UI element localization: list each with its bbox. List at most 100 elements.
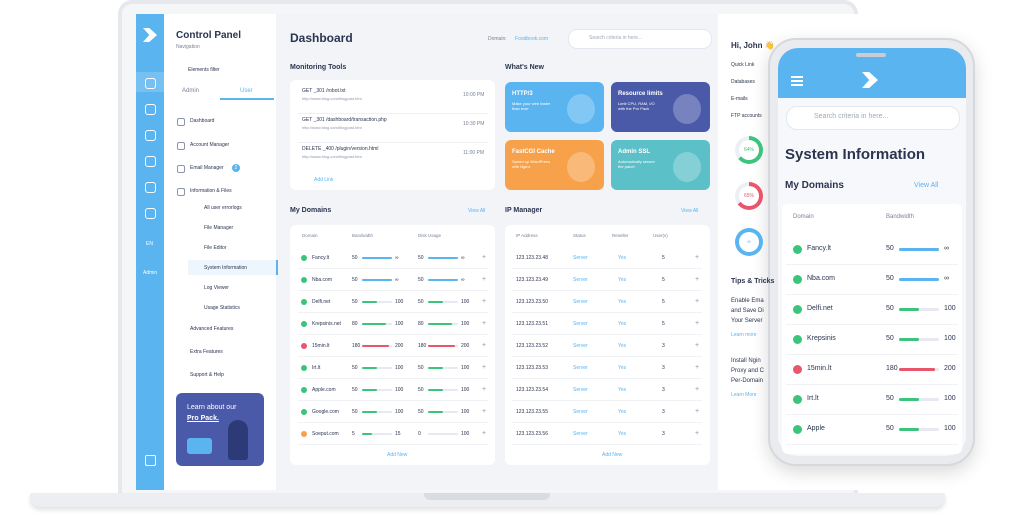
row-add[interactable]: + — [695, 320, 700, 327]
disk-max: 100 — [461, 387, 470, 393]
rail-icon[interactable] — [145, 78, 156, 89]
gauge-hole — [739, 232, 759, 252]
domain-name[interactable]: Google.com — [312, 409, 339, 415]
menu-item[interactable]: Dashboard — [190, 118, 215, 124]
news-card[interactable] — [505, 82, 604, 132]
domain-name[interactable]: Krepsinis.net — [312, 321, 341, 327]
request-url: http://www.blog.com/blogpost.htm — [302, 125, 362, 130]
row-add[interactable]: + — [695, 430, 700, 437]
quick-link[interactable]: E-mails — [731, 96, 748, 102]
ip-users: 3 — [662, 365, 665, 371]
quick-link[interactable]: FTP accounts — [731, 113, 762, 119]
domain-name[interactable]: 15min.lt — [312, 343, 330, 349]
disk-value: 50 — [418, 255, 424, 261]
row-add[interactable]: + — [695, 364, 700, 371]
row-add[interactable]: + — [695, 408, 700, 415]
row-add[interactable]: + — [695, 342, 700, 349]
quick-link[interactable]: Quick Link — [731, 62, 755, 68]
row-add[interactable]: + — [695, 298, 700, 305]
tip-text: Per-Domain — [731, 378, 764, 384]
row-add[interactable]: + — [482, 298, 487, 305]
ip-reseller: Yes — [618, 431, 627, 437]
domain-name[interactable]: Apple.com — [312, 387, 336, 393]
row-add[interactable]: + — [482, 430, 487, 437]
menu-item[interactable]: Information & Files — [190, 188, 232, 194]
menu-item[interactable]: Extra Features — [190, 349, 223, 355]
divider — [512, 444, 702, 445]
tab[interactable]: User — [240, 88, 253, 94]
news-title: Resource limits — [618, 91, 663, 97]
domain-name[interactable]: Fancy.lt — [807, 245, 831, 252]
menu-item[interactable]: Email Manager — [190, 165, 224, 171]
row-add[interactable]: + — [482, 276, 487, 283]
row-add[interactable]: + — [482, 386, 487, 393]
submenu-item[interactable]: All user errorlogs — [204, 205, 242, 211]
news-card[interactable] — [611, 140, 710, 190]
rail-icon[interactable] — [145, 156, 156, 167]
rail-logout[interactable] — [145, 455, 156, 466]
rail-role[interactable]: Admin — [143, 270, 158, 276]
disk-value: 50 — [418, 277, 424, 283]
submenu-item[interactable]: System Information — [204, 265, 248, 271]
submenu-item[interactable]: File Manager — [204, 225, 234, 231]
domain-name[interactable]: Apple — [807, 425, 825, 432]
news-card[interactable] — [505, 140, 604, 190]
domain-name[interactable]: Irt.lt — [312, 365, 321, 371]
domain-name[interactable]: Nba.com — [807, 275, 836, 282]
bar-fill — [428, 301, 443, 303]
tip-link[interactable]: Learn more — [731, 332, 757, 338]
menu-item[interactable]: Account Manager — [190, 142, 230, 148]
domain-name[interactable]: 15min.lt — [807, 365, 832, 372]
phone-view-all[interactable]: View All — [914, 182, 939, 189]
submenu-item[interactable]: File Editor — [204, 245, 227, 251]
tab[interactable]: Admin — [182, 88, 200, 94]
menu-item[interactable]: Advanced Features — [190, 326, 234, 332]
add-link[interactable]: Add Link — [314, 177, 334, 183]
search-box[interactable] — [568, 29, 712, 49]
news-illustration — [567, 94, 595, 124]
ip-users: 5 — [662, 299, 665, 305]
add-new[interactable]: Add New — [602, 452, 623, 458]
rail-icon[interactable] — [145, 182, 156, 193]
bar-track — [428, 389, 458, 391]
bar-track — [899, 338, 939, 341]
rail-icon[interactable] — [145, 104, 156, 115]
phone-title: System Information — [785, 146, 926, 163]
domain-name[interactable]: Soeput.com — [312, 431, 339, 437]
domain-name[interactable]: Delfi.net — [807, 305, 833, 312]
ip-reseller: Yes — [618, 277, 627, 283]
row-add[interactable]: + — [482, 320, 487, 327]
row-add[interactable]: + — [695, 386, 700, 393]
bandwidth-max: ∞ — [944, 245, 949, 252]
row-add[interactable]: + — [695, 276, 700, 283]
row-add[interactable]: + — [482, 364, 487, 371]
tip-link[interactable]: Learn More — [731, 392, 757, 398]
domain-name[interactable]: Krepsinis — [807, 335, 836, 342]
news-card[interactable] — [611, 82, 710, 132]
row-add[interactable]: + — [482, 342, 487, 349]
status-dot — [793, 425, 802, 434]
row-add[interactable]: + — [695, 254, 700, 261]
submenu-item[interactable]: Usage Statistics — [204, 305, 240, 311]
menu-item[interactable]: Support & Help — [190, 372, 224, 378]
domain-select[interactable]: Foodbook.com — [515, 36, 549, 42]
add-new[interactable]: Add New — [387, 452, 408, 458]
rail-icon[interactable] — [145, 208, 156, 219]
domain-name[interactable]: Nba.com — [312, 277, 333, 283]
phone-search[interactable] — [786, 106, 960, 130]
view-all[interactable]: View All — [681, 208, 699, 214]
submenu-item[interactable]: Log Viewer — [204, 285, 229, 291]
ip-users: 3 — [662, 343, 665, 349]
filter[interactable]: Elements filter — [188, 67, 220, 73]
rail-icon[interactable] — [145, 130, 156, 141]
bandwidth-max: 100 — [395, 321, 404, 327]
promo-link[interactable]: Pro Pack. — [187, 415, 219, 422]
row-add[interactable]: + — [482, 408, 487, 415]
domain-name[interactable]: Irt.lt — [807, 395, 819, 402]
domain-name[interactable]: Fancy.lt — [312, 255, 330, 261]
domain-name[interactable]: Delfi.net — [312, 299, 331, 305]
view-all[interactable]: View All — [468, 208, 486, 214]
bar-fill — [362, 257, 392, 259]
quick-link[interactable]: Databases — [731, 79, 755, 85]
row-add[interactable]: + — [482, 254, 487, 261]
